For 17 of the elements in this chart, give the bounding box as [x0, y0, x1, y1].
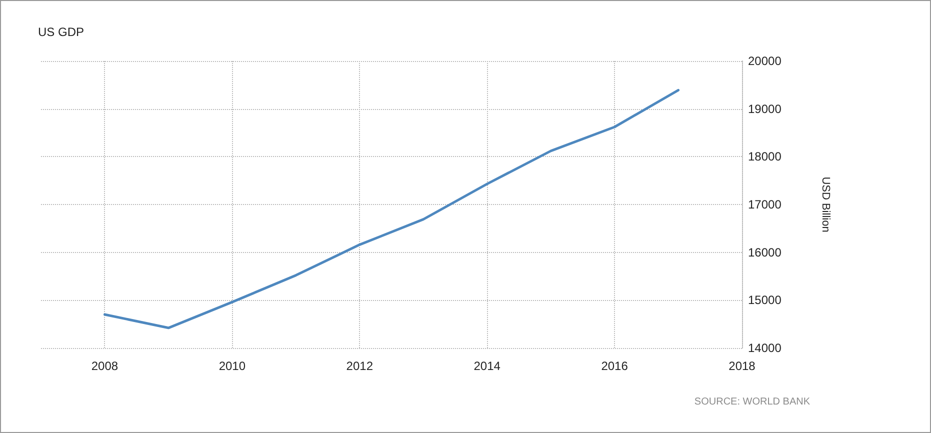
- y-tick-label: 15000: [748, 293, 782, 308]
- y-axis-title: USD Billion: [820, 176, 832, 232]
- x-tick-label: 2016: [601, 359, 628, 373]
- source-note: SOURCE: WORLD BANK: [694, 396, 810, 408]
- y-tick-label: 20000: [748, 54, 782, 68]
- y-tick-label: 17000: [748, 198, 782, 212]
- line-series: [103, 88, 680, 330]
- y-tick-label: 14000: [748, 341, 782, 355]
- y-tick-label: 18000: [748, 150, 782, 164]
- y-tick-label: 19000: [748, 102, 782, 116]
- y-tick-label: 16000: [748, 245, 782, 260]
- x-tick-label: 2008: [91, 359, 118, 373]
- x-tick-label: 2014: [474, 359, 501, 373]
- chart-title: US GDP: [38, 25, 84, 39]
- x-tick-label: 2018: [728, 359, 756, 373]
- x-tick-label: 2012: [346, 359, 374, 373]
- x-tick-label: 2010: [218, 359, 246, 373]
